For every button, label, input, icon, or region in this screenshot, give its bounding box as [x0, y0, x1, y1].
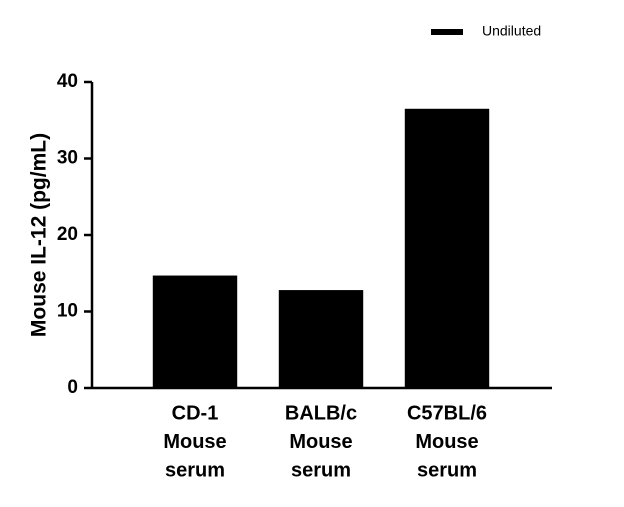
x-tick-label: serum: [165, 459, 225, 481]
x-tick-label: Mouse: [415, 431, 478, 453]
bar: [152, 275, 238, 388]
x-tick-label: Mouse: [163, 431, 226, 453]
y-axis-label: Mouse IL-12 (pg/mL): [28, 133, 51, 337]
y-tick-label: 0: [67, 377, 78, 398]
y-tick-label: 30: [57, 148, 78, 169]
x-tick-label: Mouse: [289, 431, 352, 453]
x-tick-label: serum: [291, 459, 351, 481]
legend-swatch: [431, 29, 463, 35]
y-tick-label: 20: [57, 224, 78, 245]
bar: [404, 108, 490, 389]
x-tick-label: CD-1: [172, 402, 219, 424]
y-tick-label: 10: [57, 301, 78, 322]
x-tick-label: BALB/c: [285, 402, 357, 424]
x-tick-label: C57BL/6: [407, 402, 487, 424]
x-tick-label: serum: [417, 459, 477, 481]
y-tick-label: 40: [57, 71, 78, 92]
bar: [278, 290, 364, 388]
legend-label: Undiluted: [482, 23, 541, 39]
